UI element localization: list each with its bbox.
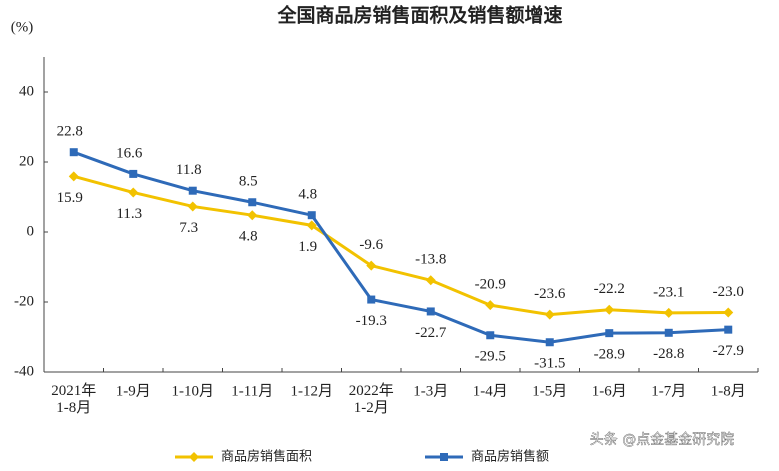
y-tick-label: -20 bbox=[14, 293, 34, 309]
x-tick-label: 1-8月 bbox=[711, 383, 746, 399]
data-label: 11.8 bbox=[176, 162, 202, 178]
data-point bbox=[724, 325, 733, 334]
x-tick-label: 1-9月 bbox=[116, 383, 151, 399]
data-point bbox=[663, 307, 674, 318]
data-point bbox=[485, 300, 496, 311]
x-tick-label: 1-12月 bbox=[291, 383, 334, 399]
data-point bbox=[307, 211, 316, 220]
data-label: -22.7 bbox=[415, 325, 447, 341]
data-label: -29.5 bbox=[475, 349, 506, 365]
data-point bbox=[187, 201, 198, 212]
legend-label: 商品房销售额 bbox=[471, 449, 549, 465]
data-point bbox=[69, 148, 78, 157]
data-label: 11.3 bbox=[116, 206, 142, 222]
data-point bbox=[545, 338, 554, 347]
data-label: -19.3 bbox=[356, 313, 387, 329]
data-point bbox=[247, 210, 258, 221]
data-point bbox=[425, 275, 436, 286]
data-label: -28.8 bbox=[653, 346, 684, 362]
data-point bbox=[188, 186, 197, 195]
data-point bbox=[664, 328, 673, 337]
data-label: 16.6 bbox=[116, 145, 143, 161]
y-tick-label: -40 bbox=[14, 363, 34, 379]
data-label: -23.0 bbox=[713, 284, 744, 300]
x-tick-label: 1-6月 bbox=[592, 383, 627, 399]
y-tick-label: 20 bbox=[19, 153, 34, 169]
data-label: -31.5 bbox=[534, 356, 565, 372]
data-point bbox=[723, 307, 734, 318]
data-label: -23.6 bbox=[534, 286, 566, 302]
data-label: -22.2 bbox=[594, 281, 625, 297]
data-label: -27.9 bbox=[713, 343, 744, 359]
data-label: 8.5 bbox=[239, 174, 258, 190]
data-point bbox=[604, 304, 615, 315]
data-point bbox=[486, 331, 495, 340]
y-axis-label: (%) bbox=[11, 19, 34, 35]
data-label: -20.9 bbox=[475, 277, 506, 293]
chart-title: 全国商品房销售面积及销售额增速 bbox=[276, 4, 562, 27]
data-label: -28.9 bbox=[594, 347, 625, 363]
x-tick-label: 1-3月 bbox=[413, 383, 448, 399]
x-tick-label: 1-4月 bbox=[473, 383, 508, 399]
data-point bbox=[128, 187, 139, 198]
y-tick-label: 0 bbox=[27, 223, 35, 239]
series-line bbox=[73, 174, 729, 317]
data-point bbox=[129, 169, 138, 178]
data-point bbox=[68, 171, 79, 182]
x-tick-label: 2021年 1-8月 bbox=[51, 382, 96, 416]
data-point bbox=[306, 220, 317, 231]
legend-marker bbox=[440, 453, 448, 461]
watermark: 头条 @点金基金研究院 bbox=[590, 431, 734, 448]
legend-label: 商品房销售面积 bbox=[221, 449, 312, 465]
data-point bbox=[366, 260, 377, 271]
x-tick-label: 1-5月 bbox=[532, 383, 567, 399]
data-label: -9.6 bbox=[359, 237, 383, 253]
data-point bbox=[605, 329, 614, 338]
x-tick-label: 1-10月 bbox=[172, 383, 215, 399]
series-line bbox=[73, 150, 729, 344]
data-point bbox=[426, 307, 435, 316]
data-label: 15.9 bbox=[57, 190, 83, 206]
data-label: 4.8 bbox=[239, 229, 258, 245]
data-label: -23.1 bbox=[653, 284, 684, 300]
data-label: 7.3 bbox=[179, 220, 198, 236]
x-tick-label: 1-11月 bbox=[231, 383, 273, 399]
x-tick-label: 2022年 1-2月 bbox=[349, 382, 394, 416]
data-point bbox=[248, 198, 257, 207]
data-label: -13.8 bbox=[415, 252, 446, 268]
data-label: 4.8 bbox=[298, 187, 317, 203]
data-label: 1.9 bbox=[298, 239, 317, 255]
legend-marker bbox=[189, 452, 199, 462]
data-point bbox=[544, 309, 555, 320]
y-tick-label: 40 bbox=[19, 83, 34, 99]
data-point bbox=[367, 295, 376, 304]
data-label: 22.8 bbox=[57, 124, 83, 140]
x-tick-label: 1-7月 bbox=[651, 383, 686, 399]
